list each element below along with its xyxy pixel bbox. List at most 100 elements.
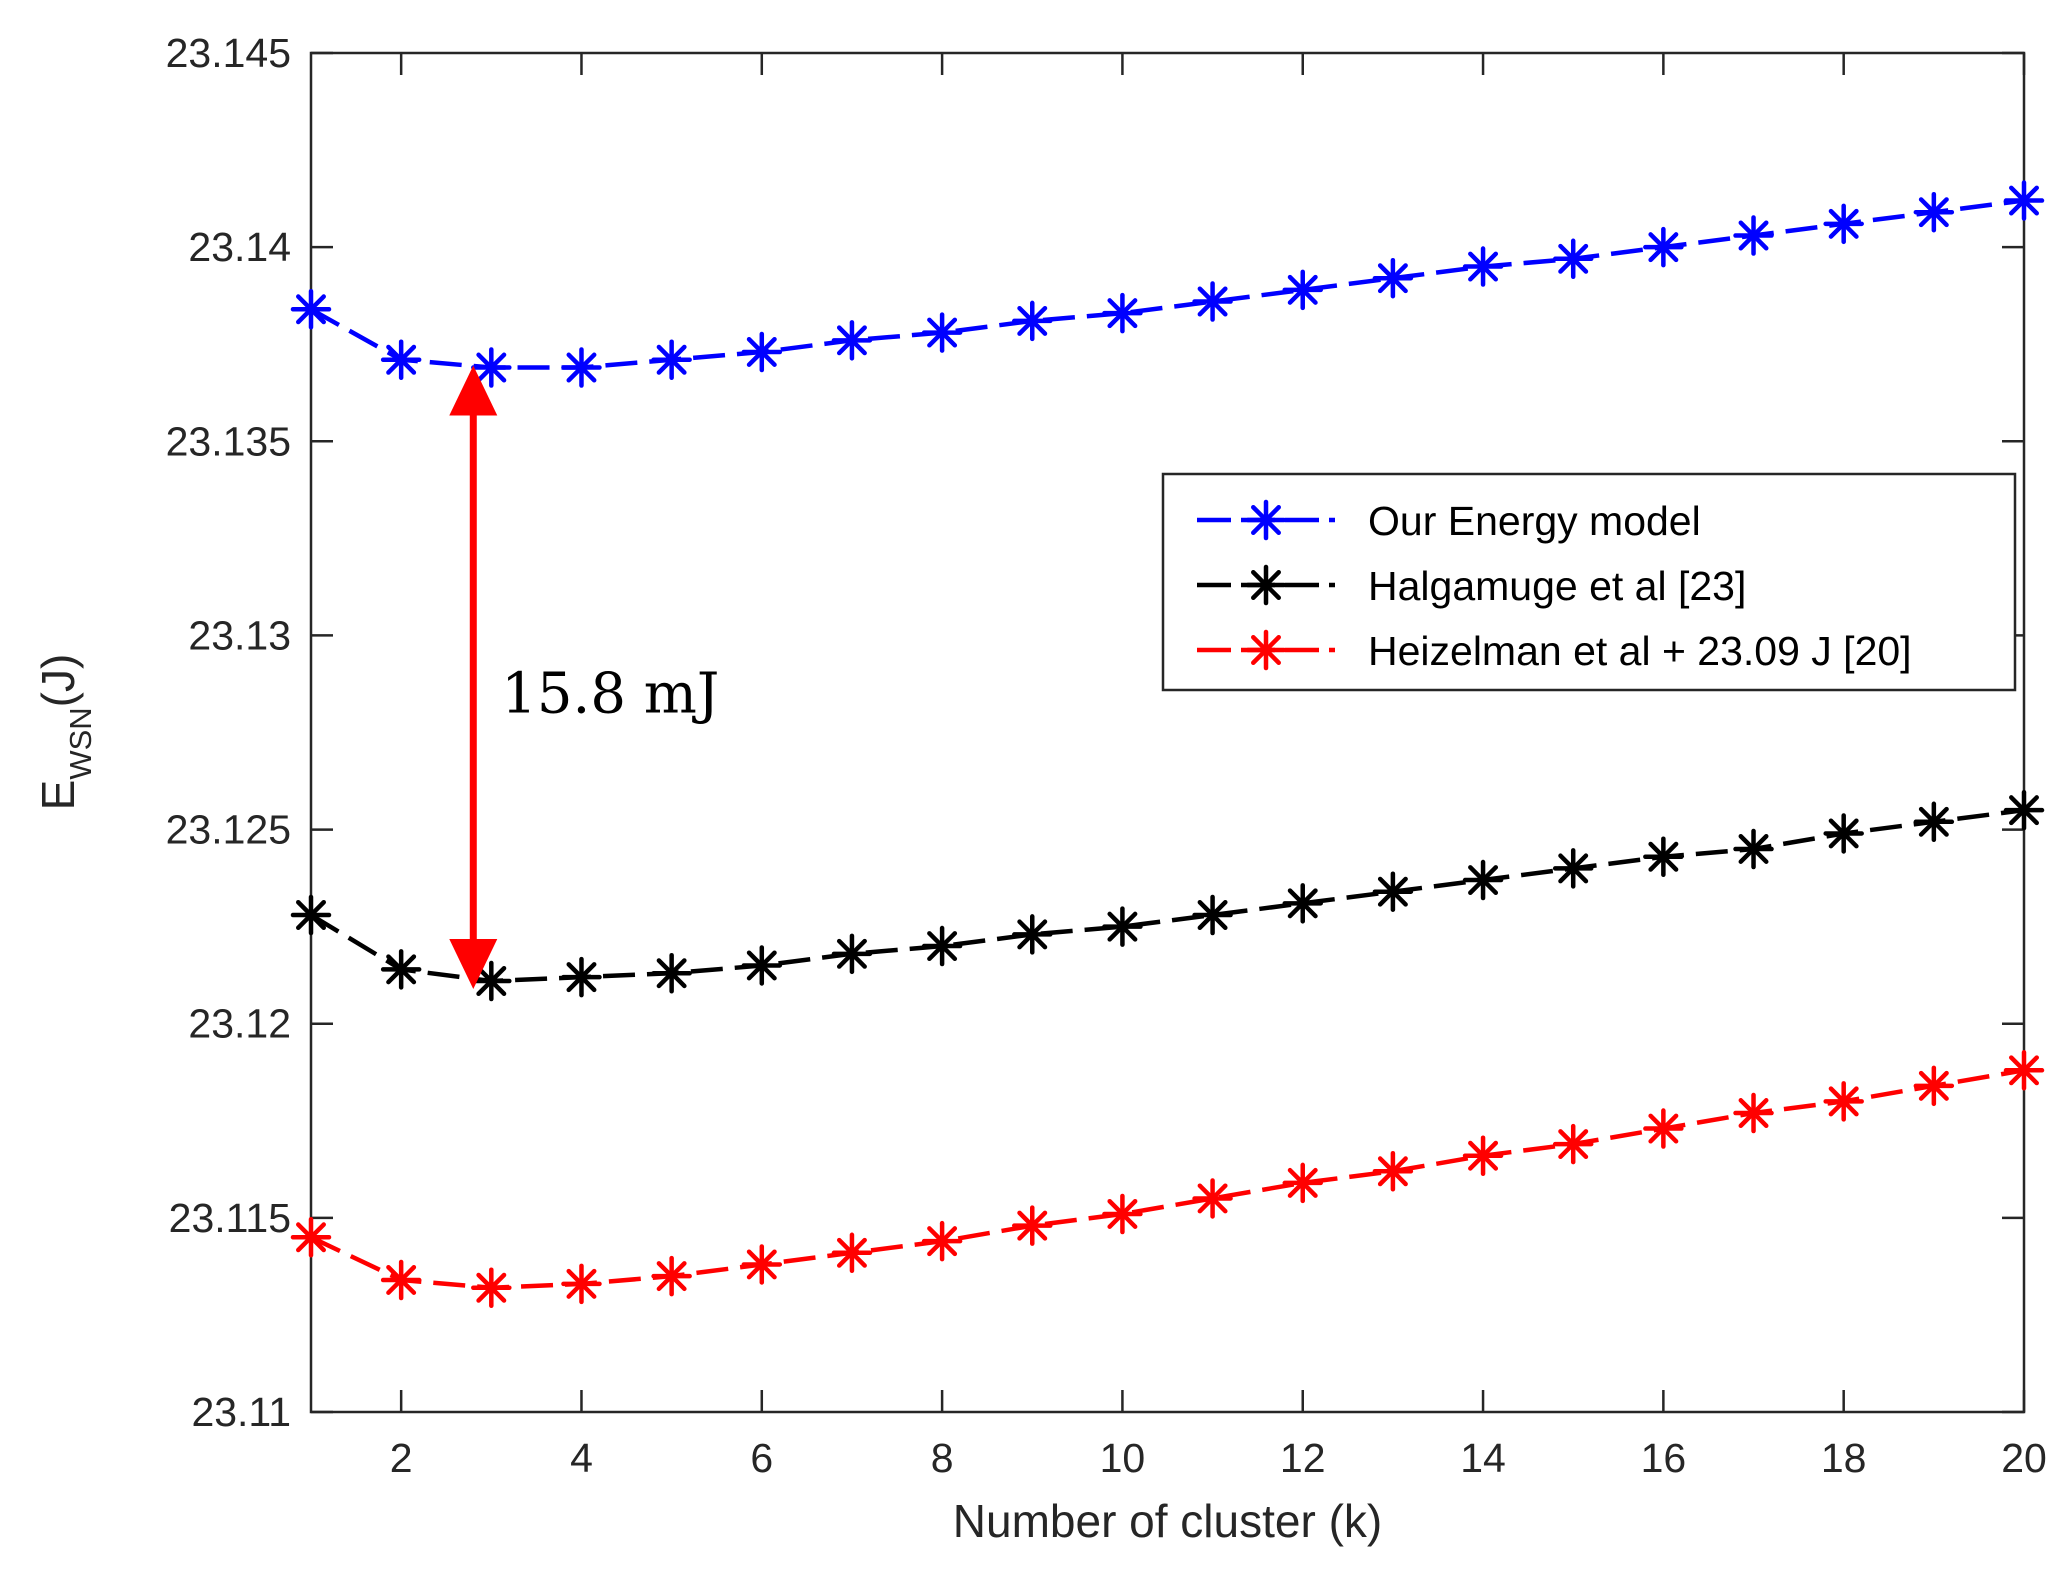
x-tick-label: 4 (570, 1435, 593, 1481)
data-point (1282, 883, 1323, 924)
legend-label: Halgamuge et al [23] (1368, 563, 1746, 609)
data-point-stroke (566, 352, 597, 383)
data-point-stroke (1558, 1129, 1589, 1160)
x-tick-label: 10 (1100, 1435, 1146, 1481)
data-point-stroke (1251, 505, 1281, 535)
data-point-stroke (1468, 251, 1499, 282)
data-point-stroke (1648, 841, 1679, 872)
y-axis-title-sub: WSN (63, 707, 98, 779)
data-point (1245, 499, 1287, 541)
data-point-stroke (2009, 185, 2039, 216)
data-point (1913, 801, 1955, 843)
data-point (1733, 1092, 1774, 1134)
y-tick-label: 23.115 (169, 1195, 291, 1241)
data-point (1372, 257, 1414, 299)
data-point-stroke (566, 962, 597, 993)
data-point-stroke (1107, 298, 1138, 329)
y-tick-label: 23.13 (188, 612, 291, 658)
data-point (290, 289, 332, 330)
data-point-stroke (1558, 853, 1589, 884)
data-point-stroke (1197, 900, 1228, 930)
data-point-stroke (1107, 911, 1138, 942)
data-point (1012, 914, 1053, 955)
data-point-stroke (927, 1226, 958, 1257)
data-point (471, 1267, 512, 1308)
data-point-stroke (1738, 834, 1769, 864)
data-point (741, 1244, 783, 1285)
data-point-stroke (1918, 197, 1949, 228)
x-tick-label: 6 (750, 1435, 773, 1481)
data-point (2003, 180, 2045, 221)
data-point-stroke (836, 1237, 867, 1268)
legend-label: Heizelman et al + 23.09 J [20] (1368, 628, 1912, 674)
y-tick-label: 23.125 (166, 807, 291, 853)
data-point-stroke (1287, 274, 1318, 305)
data-point-stroke (1017, 919, 1048, 950)
data-point (921, 312, 963, 353)
data-point-stroke (1558, 243, 1589, 274)
data-point (1282, 1162, 1323, 1204)
x-tick-label: 2 (390, 1435, 413, 1481)
data-point (651, 952, 692, 994)
data-point-stroke (836, 938, 867, 969)
data-point-stroke (2009, 1055, 2039, 1086)
data-point-stroke (1017, 305, 1048, 336)
data-point (1012, 300, 1053, 342)
data-point-stroke (1107, 1198, 1138, 1229)
series-markers (290, 180, 2045, 1308)
data-point-stroke (1197, 286, 1228, 317)
data-point (1823, 203, 1864, 245)
data-point-stroke (1377, 263, 1408, 294)
data-point (1913, 1065, 1955, 1107)
data-point (1552, 1123, 1594, 1165)
data-point-stroke (2009, 795, 2039, 826)
data-point (1552, 238, 1594, 280)
data-point-stroke (1828, 818, 1859, 849)
data-point (380, 1259, 422, 1301)
x-axis-title: Number of cluster (k) (953, 1495, 1382, 1547)
data-point-stroke (746, 950, 777, 981)
data-point (1102, 292, 1143, 334)
legend-label: Our Energy model (1368, 498, 1701, 544)
data-point-stroke (656, 958, 687, 989)
x-tick-label: 14 (1460, 1435, 1506, 1481)
data-point (380, 949, 422, 990)
data-point (741, 945, 783, 986)
y-tick-label: 23.145 (166, 30, 291, 76)
data-point (1245, 564, 1287, 606)
data-point (1643, 226, 1684, 268)
data-point (471, 960, 512, 1002)
data-point-stroke (1648, 232, 1679, 263)
data-point (1245, 629, 1287, 671)
data-point (561, 1263, 602, 1305)
y-tick-label: 23.12 (188, 1001, 291, 1047)
axis-ticks: 2 4 6 8 10 12 14 16 18 20 23.11 23.115 23.12 23.125 23… (166, 30, 2047, 1481)
x-tick-label: 20 (2001, 1435, 2047, 1481)
data-point (1102, 1193, 1143, 1235)
data-point-stroke (386, 1265, 417, 1295)
data-point-stroke (1377, 876, 1408, 907)
data-point-stroke (1738, 220, 1769, 251)
plot-area (309, 51, 2026, 1414)
data-point (651, 339, 692, 380)
data-point-stroke (1918, 1070, 1949, 1101)
data-point (1282, 269, 1323, 311)
difference-annotation: 15.8 mJ (449, 365, 719, 990)
annotation-arrow-head-down (449, 939, 498, 990)
data-point (921, 1220, 963, 1262)
data-point-stroke (296, 1222, 326, 1253)
data-point (831, 933, 873, 975)
data-point (1733, 215, 1774, 256)
y-axis-title-unit: (J) (32, 654, 84, 708)
legend: Our Energy model Halgamuge et al [23] Heiz… (1161, 472, 2017, 692)
data-point (1733, 828, 1774, 870)
y-tick-label: 23.14 (188, 224, 291, 270)
data-point-stroke (927, 931, 958, 962)
data-point-stroke (1377, 1156, 1408, 1187)
data-point (380, 339, 422, 380)
data-point (1102, 906, 1143, 947)
data-point-stroke (656, 1261, 687, 1292)
data-point-stroke (1251, 635, 1281, 665)
data-point-stroke (746, 337, 777, 367)
